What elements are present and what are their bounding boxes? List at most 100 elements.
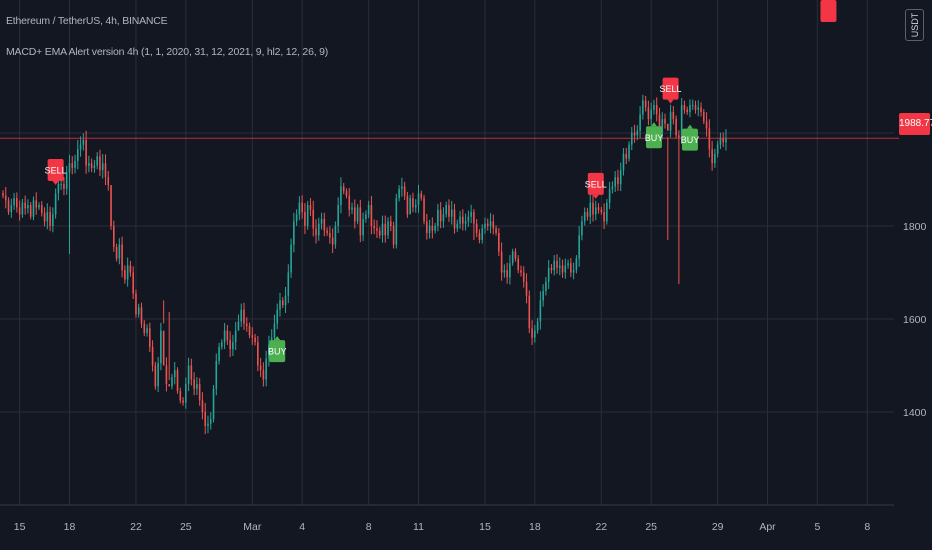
- candle-body: [248, 325, 251, 336]
- study-legend[interactable]: MACD+ EMA Alert version 4h (1, 1, 2020, …: [6, 46, 329, 58]
- candle-body: [459, 216, 461, 224]
- candle-body: [65, 172, 68, 189]
- candle-body: [342, 186, 345, 192]
- candle-body: [193, 379, 195, 389]
- candle-body: [586, 212, 589, 217]
- candle-body: [68, 163, 71, 173]
- candle-body: [683, 105, 686, 110]
- candle-body: [594, 207, 597, 215]
- buy-signal-label: BUY: [268, 347, 287, 357]
- candle-body: [137, 307, 140, 315]
- buy-signal-box: [269, 340, 286, 363]
- candle-body: [135, 293, 137, 315]
- candle-body: [312, 209, 315, 229]
- candle-body: [708, 128, 711, 150]
- candle-body: [351, 207, 353, 210]
- candlestick-series: [2, 94, 727, 435]
- candle-body: [412, 198, 414, 208]
- candle-body: [4, 195, 7, 201]
- x-tick-label: Mar: [243, 521, 262, 533]
- candle-body: [126, 265, 129, 280]
- candle-body: [703, 112, 705, 122]
- candle-body: [265, 358, 267, 380]
- candle-body: [251, 335, 254, 338]
- candle-body: [608, 188, 611, 203]
- candle-body: [603, 212, 605, 222]
- candle-body: [628, 144, 630, 159]
- candle-body: [38, 205, 40, 208]
- x-tick-label: Apr: [759, 521, 776, 533]
- candle-body: [162, 330, 165, 366]
- candle-body: [13, 198, 15, 206]
- currency-button[interactable]: USDT: [905, 9, 924, 41]
- buy-signal-label: BUY: [645, 133, 664, 143]
- candle-body: [725, 138, 727, 143]
- candle-body: [295, 214, 298, 222]
- candle-body: [414, 205, 417, 208]
- candle-body: [558, 265, 561, 268]
- candle-body: [293, 221, 295, 245]
- y-tick-label: 1400: [903, 407, 927, 419]
- candle-body: [88, 163, 90, 166]
- candle-body: [650, 109, 652, 120]
- candle-body: [622, 153, 625, 171]
- candle-body: [539, 300, 542, 322]
- candle-body: [240, 309, 243, 322]
- symbol-title[interactable]: Ethereum / TetherUS, 4h, BINANCE: [6, 15, 168, 27]
- candle-body: [498, 232, 500, 252]
- candle-body: [475, 223, 478, 233]
- candle-body: [647, 107, 650, 120]
- candle-body: [420, 193, 423, 199]
- price-axis[interactable]: 1400 1600 1800: [903, 221, 927, 419]
- candle-body: [268, 344, 270, 359]
- candle-body: [511, 251, 514, 264]
- candle-body: [16, 198, 18, 208]
- candle-body: [653, 105, 655, 110]
- candle-body: [473, 212, 475, 224]
- x-tick-label: 15: [479, 521, 491, 533]
- candle-body: [146, 328, 148, 333]
- candle-body: [381, 223, 384, 236]
- candle-body: [149, 328, 151, 347]
- candle-body: [606, 202, 608, 222]
- candle-body: [484, 223, 486, 229]
- buy-signal-pointer: [274, 336, 281, 341]
- candle-body: [10, 205, 13, 213]
- candle-body: [320, 219, 323, 224]
- candle-body: [503, 270, 506, 273]
- candle-body: [143, 323, 146, 333]
- sell-signal-box: [47, 158, 64, 181]
- candle-body: [644, 100, 647, 108]
- sell-signal: SELL: [660, 77, 682, 104]
- candle-body: [619, 170, 622, 185]
- x-tick-label: 8: [864, 521, 870, 533]
- candle-body: [439, 209, 442, 222]
- candle-body: [470, 212, 472, 217]
- time-axis[interactable]: 15 18 22 25 Mar 4 8 11 15 18 22 25 29 Apr 5 8: [14, 521, 871, 533]
- candle-body: [583, 212, 586, 222]
- candle-body: [32, 200, 35, 217]
- candle-body: [492, 221, 495, 229]
- candle-body: [370, 205, 373, 226]
- candle-body: [165, 365, 168, 385]
- y-tick-label: 1600: [903, 314, 927, 326]
- candle-body: [348, 195, 351, 210]
- candle-body: [365, 214, 367, 220]
- candle-body: [597, 207, 600, 210]
- candle-body: [614, 177, 616, 187]
- candle-body: [716, 144, 719, 154]
- candle-body: [107, 177, 110, 186]
- x-tick-label: 25: [180, 521, 192, 533]
- candle-body: [79, 144, 82, 150]
- candle-body: [306, 205, 309, 226]
- candle-body: [522, 272, 525, 282]
- candle-body: [611, 186, 614, 189]
- buy-signal-pointer: [650, 122, 657, 127]
- candle-body: [572, 270, 575, 273]
- candle-body: [517, 258, 520, 271]
- candle-body: [21, 202, 24, 215]
- signal-markers: SELL BUY SELL SELL BUY BUY SELL: [45, 0, 839, 363]
- x-tick-label: 15: [14, 521, 26, 533]
- candle-body: [18, 207, 21, 215]
